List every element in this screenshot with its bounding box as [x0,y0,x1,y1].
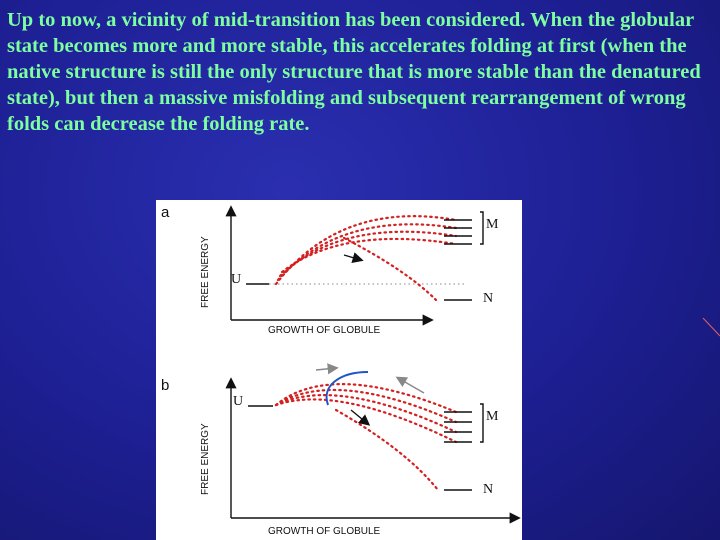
free-energy-figure: a FREE ENERGY GROWTH OF GLOBULE U [156,200,522,540]
panel-b-n-label: N [483,482,493,497]
panel-a-folding-arrow [343,252,364,264]
panel-b-folding-arrow [350,409,371,426]
panel-b-x-axis-label: GROWTH OF GLOBULE [268,526,381,537]
panel-a-x-axis-label: GROWTH OF GLOBULE [268,325,381,336]
panel-a: a FREE ENERGY GROWTH OF GLOBULE U [161,204,499,336]
panel-a-letter: a [161,204,170,221]
panel-b-y-axis-label: FREE ENERGY [200,423,211,495]
panel-b-u-label: U [233,394,243,409]
panel-b-m-levels [444,403,484,443]
panel-b-energy-curves [274,383,458,492]
panel-b-barrier-curve [325,371,369,406]
panel-b-m-label: M [486,409,499,424]
panel-a-n-label: N [483,291,493,306]
panel-a-y-axis-label: FREE ENERGY [200,236,211,308]
panel-b-top-arrow [315,363,339,375]
panel-a-m-levels [444,211,484,245]
panel-b-reverse-arrow [395,376,425,394]
slide-paragraph: Up to now, a vicinity of mid-transition … [7,9,701,135]
panel-a-energy-curves [274,215,458,302]
panel-a-m-label: M [486,217,499,232]
panel-b-letter: b [161,377,169,394]
panel-a-u-label: U [231,272,241,287]
panel-b: b FREE ENERGY GROWTH OF GLOBULE U [161,363,521,537]
